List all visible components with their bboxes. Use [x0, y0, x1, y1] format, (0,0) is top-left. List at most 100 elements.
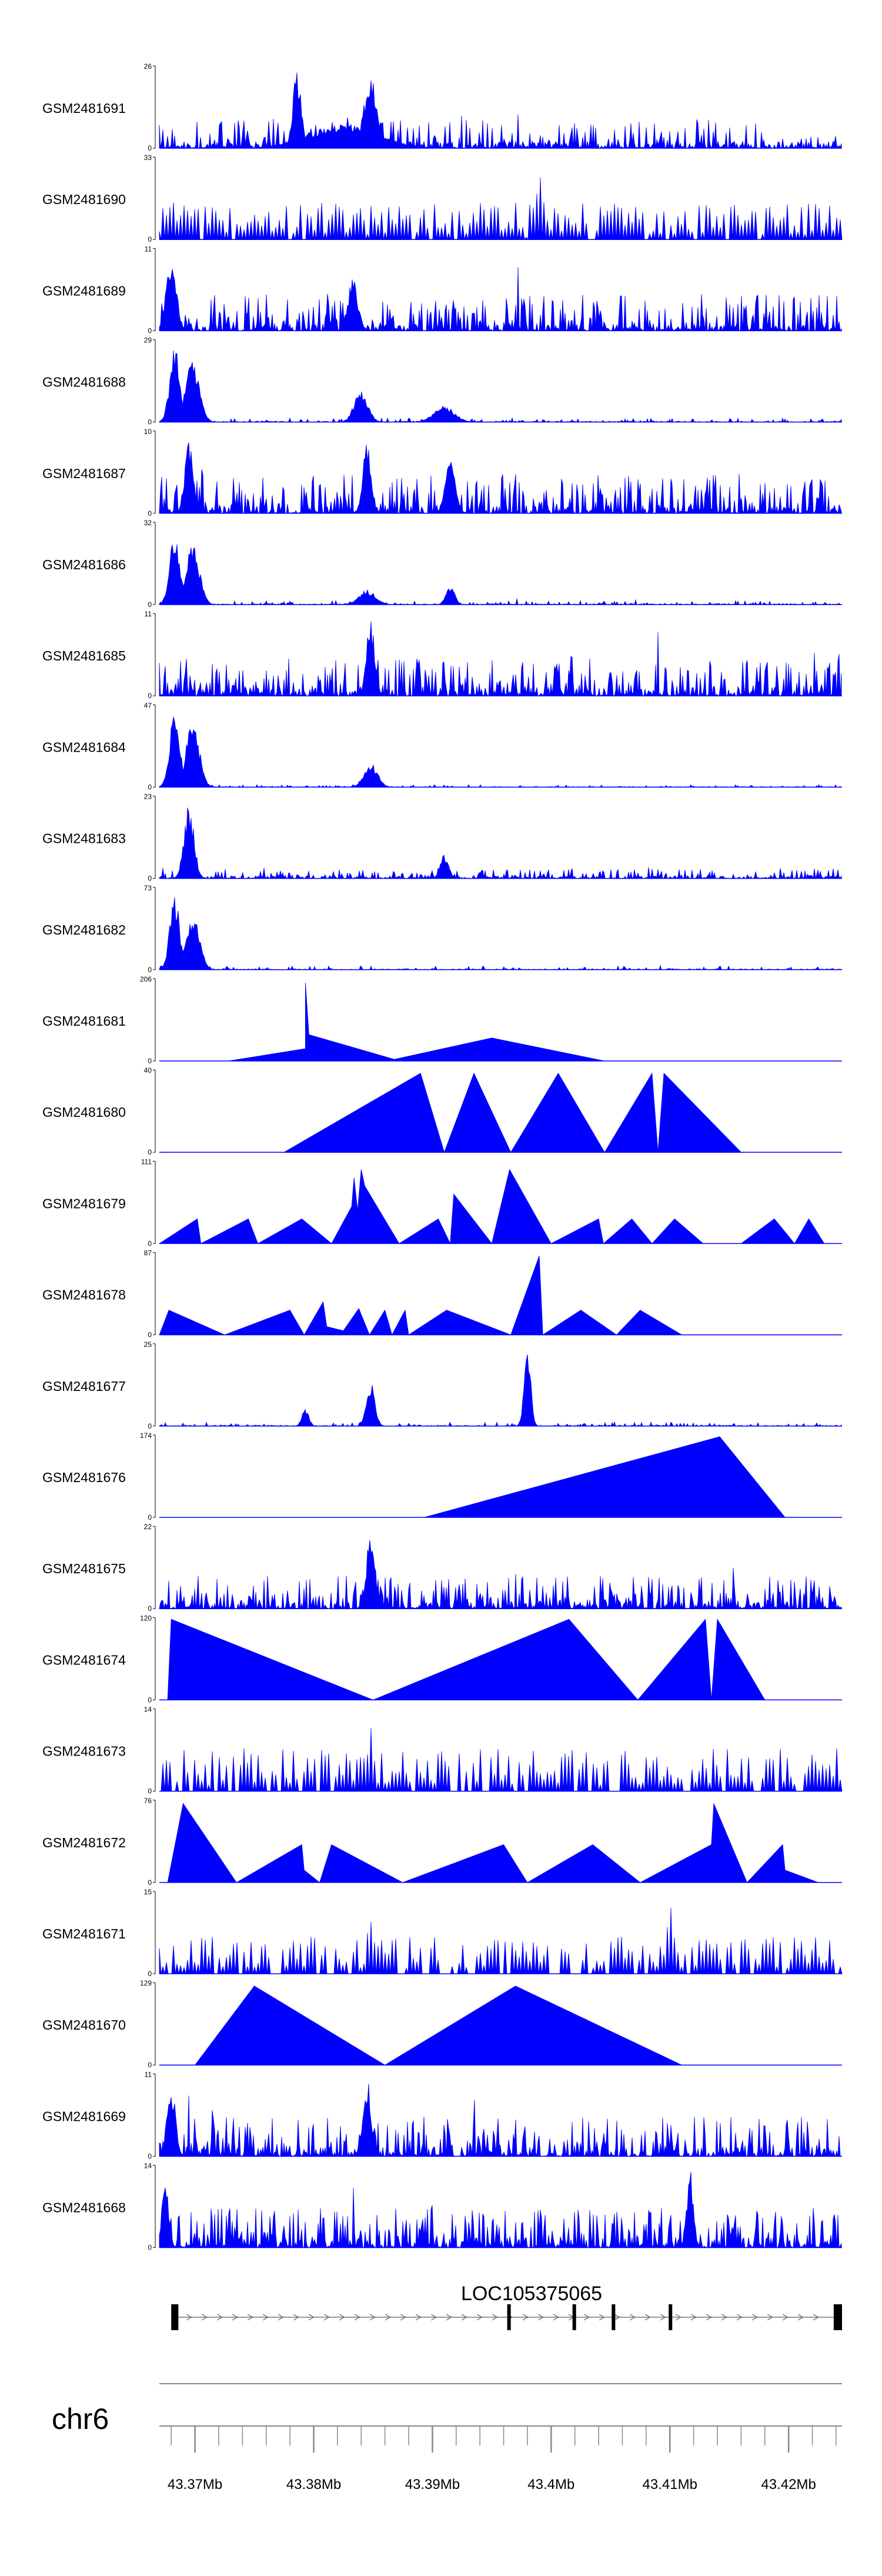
track-GSM2481683: GSM2481683 23 0 — [42, 793, 842, 883]
y-min-label: 0 — [148, 2244, 152, 2252]
y-max-label: 73 — [144, 884, 152, 892]
y-min-label: 0 — [148, 418, 152, 426]
track-label: GSM2481685 — [42, 648, 126, 663]
y-min-label: 0 — [148, 2152, 152, 2160]
signal-area — [159, 1728, 843, 1791]
y-min-label: 0 — [148, 1331, 152, 1339]
y-max-label: 129 — [140, 1979, 152, 1987]
y-min-label: 0 — [148, 1696, 152, 1704]
signal-area — [159, 442, 842, 515]
strand-arrow — [323, 2314, 330, 2321]
track-label: GSM2481676 — [42, 1470, 126, 1485]
track-GSM2481681: GSM2481681 206 0 — [42, 975, 842, 1065]
track-GSM2481671: GSM2481671 15 0 — [42, 1888, 843, 1978]
strand-arrow — [751, 2314, 758, 2321]
y-max-label: 11 — [145, 610, 152, 618]
axis-tick-label: 43.37Mb — [168, 2477, 222, 2492]
track-label: GSM2481680 — [42, 1105, 126, 1120]
signal-area — [167, 1618, 766, 1701]
signal-area — [159, 897, 842, 970]
strand-arrow — [247, 2314, 253, 2321]
track-GSM2481677: GSM2481677 25 0 — [42, 1340, 842, 1430]
track-GSM2481680: GSM2481680 40 0 — [42, 1066, 842, 1156]
y-max-label: 26 — [144, 62, 152, 71]
signal-area — [167, 1803, 818, 1883]
y-min-label: 0 — [148, 326, 152, 335]
y-min-label: 0 — [148, 1239, 152, 1247]
signal-area — [159, 72, 842, 149]
strand-arrow — [308, 2314, 315, 2321]
exon — [507, 2304, 511, 2330]
strand-arrow — [201, 2314, 208, 2321]
y-max-label: 111 — [141, 1157, 152, 1166]
y-min-label: 0 — [148, 1422, 152, 1430]
exon — [171, 2304, 179, 2330]
track-label: GSM2481689 — [42, 283, 126, 298]
track-GSM2481674: GSM2481674 120 0 — [42, 1614, 842, 1704]
track-GSM2481688: GSM2481688 29 0 — [42, 336, 842, 426]
axis-tick-label: 43.39Mb — [405, 2477, 460, 2492]
signal-area — [159, 267, 842, 332]
exon — [669, 2304, 673, 2330]
axis-tick-label: 43.42Mb — [761, 2477, 816, 2492]
y-min-label: 0 — [148, 875, 152, 883]
y-max-label: 22 — [144, 1523, 152, 1531]
signal-area — [159, 351, 842, 423]
track-label: GSM2481673 — [42, 1744, 126, 1759]
exon — [833, 2304, 842, 2330]
strand-arrow — [476, 2314, 483, 2321]
track-label: GSM2481672 — [42, 1835, 126, 1850]
signal-area — [159, 621, 842, 697]
strand-arrow — [369, 2314, 376, 2321]
strand-arrow — [354, 2314, 360, 2321]
track-label: GSM2481682 — [42, 922, 126, 937]
track-GSM2481682: GSM2481682 73 0 — [42, 884, 842, 974]
strand-arrow — [736, 2314, 743, 2321]
y-min-label: 0 — [148, 509, 152, 518]
strand-arrow — [706, 2314, 712, 2321]
strand-arrow — [339, 2314, 345, 2321]
y-max-label: 14 — [144, 2162, 152, 2170]
y-max-label: 33 — [144, 154, 152, 162]
track-GSM2481684: GSM2481684 47 0 — [42, 701, 842, 791]
strand-arrow — [583, 2314, 590, 2321]
y-max-label: 174 — [140, 1432, 152, 1440]
y-min-label: 0 — [148, 692, 152, 700]
track-label: GSM2481677 — [42, 1379, 126, 1394]
strand-arrow — [278, 2314, 284, 2321]
signal-area — [159, 2171, 842, 2249]
genome-axis: chr6 43.37Mb 43.38Mb 43.39Mb 43.4Mb 43.41Mb 4… — [52, 2383, 842, 2492]
strand-arrow — [813, 2314, 819, 2321]
track-label: GSM2481668 — [42, 2200, 126, 2215]
strand-arrow — [675, 2314, 681, 2321]
y-max-label: 76 — [144, 1797, 152, 1805]
y-max-label: 25 — [144, 1340, 152, 1349]
y-min-label: 0 — [148, 783, 152, 791]
strand-arrow — [614, 2314, 620, 2321]
gene-name-label: LOC105375065 — [461, 2283, 602, 2305]
y-max-label: 32 — [144, 519, 152, 527]
strand-arrow — [690, 2314, 697, 2321]
track-label: GSM2481669 — [42, 2108, 126, 2124]
track-label: GSM2481670 — [42, 2017, 126, 2033]
strand-arrow — [461, 2314, 467, 2321]
signal-area — [159, 177, 843, 241]
track-label: GSM2481679 — [42, 1196, 126, 1211]
track-label: GSM2481691 — [42, 101, 126, 116]
track-label: GSM2481686 — [42, 557, 126, 572]
y-max-label: 11 — [145, 245, 152, 253]
exon — [612, 2304, 616, 2330]
strand-arrow — [385, 2314, 391, 2321]
track-GSM2481668: GSM2481668 14 0 — [42, 2162, 842, 2252]
strand-arrow — [553, 2314, 559, 2321]
signal-area — [283, 1072, 742, 1153]
y-max-label: 40 — [144, 1066, 152, 1075]
y-max-label: 29 — [144, 336, 152, 345]
signal-area — [159, 1354, 842, 1427]
axis-tick-label: 43.41Mb — [643, 2477, 697, 2492]
strand-arrow — [262, 2314, 269, 2321]
y-max-label: 120 — [140, 1614, 152, 1622]
y-min-label: 0 — [148, 1878, 152, 1887]
y-max-label: 11 — [145, 2070, 152, 2078]
y-min-label: 0 — [148, 600, 152, 609]
